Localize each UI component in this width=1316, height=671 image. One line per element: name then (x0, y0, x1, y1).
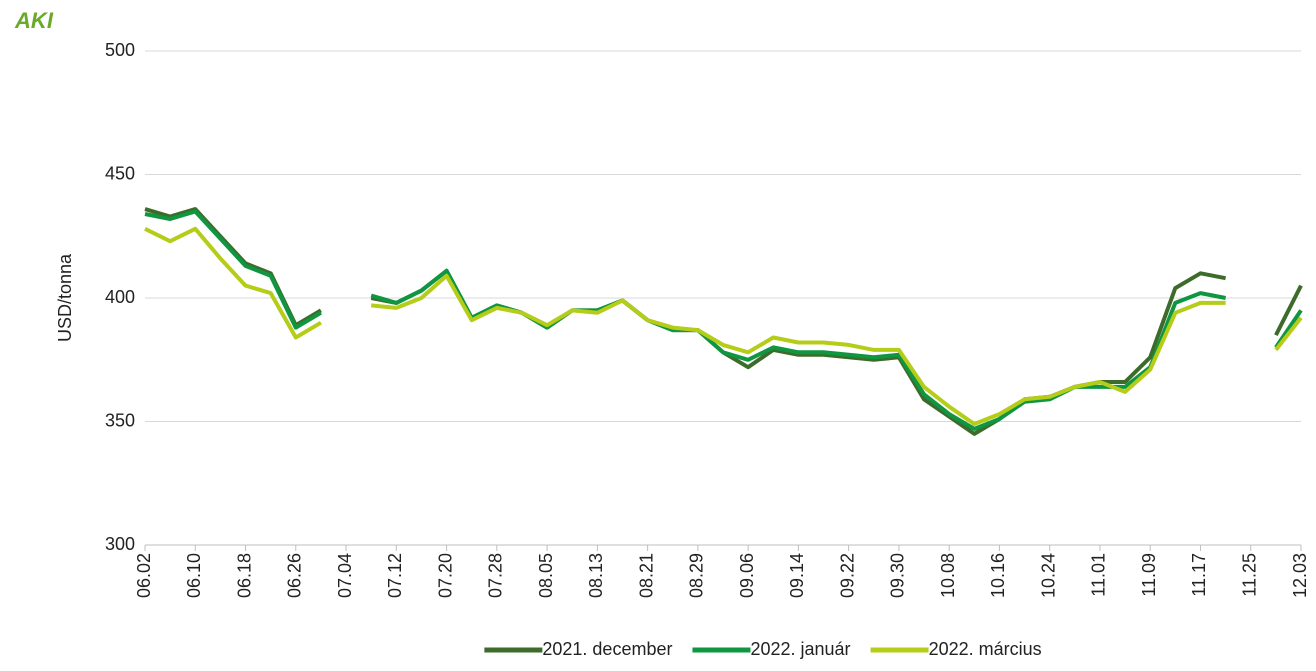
series-line (144, 226, 322, 340)
x-tick-label: 07.28 (486, 553, 506, 598)
series-line (370, 268, 1226, 431)
y-tick-label: 450 (105, 163, 135, 183)
y-tick-label: 300 (105, 534, 135, 554)
y-axis-label: USD/tonna (55, 253, 75, 342)
x-tick-label: 08.29 (687, 553, 707, 598)
legend-label: 2021. december (542, 639, 672, 659)
y-tick-label: 350 (105, 410, 135, 430)
x-tick-label: 06.26 (285, 553, 305, 598)
legend-label: 2022. január (750, 639, 850, 659)
x-tick-label: 08.05 (536, 553, 556, 598)
x-tick-label: 06.02 (134, 553, 154, 598)
x-tick-label: 09.22 (837, 553, 857, 598)
x-tick-label: 06.10 (184, 553, 204, 598)
series-line (1274, 316, 1303, 352)
x-tick-label: 09.06 (737, 553, 757, 598)
x-tick-label: 10.24 (1038, 553, 1058, 598)
series-line (1274, 284, 1303, 337)
x-tick-label: 10.08 (938, 553, 958, 598)
series-line (371, 273, 1226, 426)
x-tick-label: 09.14 (787, 553, 807, 598)
x-tick-label: 08.21 (636, 553, 656, 598)
series-line (1274, 309, 1303, 349)
x-tick-label: 10.16 (988, 553, 1008, 598)
legend-label: 2022. március (929, 639, 1042, 659)
y-tick-label: 500 (105, 40, 135, 60)
logo: AKI (14, 8, 54, 33)
x-tick-label: 12.03 (1290, 553, 1310, 598)
series-line (144, 209, 322, 330)
x-tick-label: 07.04 (335, 553, 355, 598)
x-tick-label: 07.20 (435, 553, 455, 598)
x-tick-label: 07.12 (385, 553, 405, 598)
y-tick-label: 400 (105, 287, 135, 307)
x-tick-label: 06.18 (234, 553, 254, 598)
x-tick-label: 09.30 (888, 553, 908, 598)
x-tick-label: 11.09 (1139, 553, 1159, 597)
x-tick-label: 11.25 (1239, 553, 1259, 597)
series-line (144, 207, 322, 328)
x-tick-label: 11.01 (1089, 553, 1109, 597)
legend: 2021. december 2022. január 2022. március (484, 639, 1042, 659)
x-tick-label: 11.17 (1189, 553, 1209, 597)
x-tick-label: 08.13 (586, 553, 606, 598)
